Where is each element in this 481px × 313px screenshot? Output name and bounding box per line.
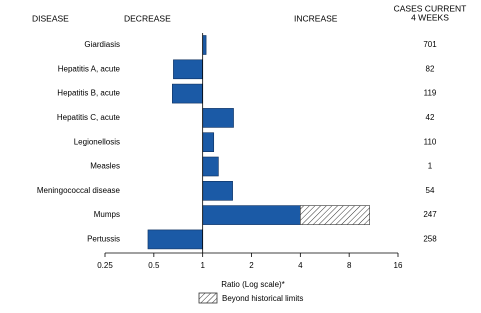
header-cases: 4 WEEKS — [411, 12, 449, 22]
bar — [173, 59, 203, 80]
category-label: Measles — [90, 162, 120, 171]
cases-value: 54 — [426, 186, 435, 195]
x-tick-label: 0.25 — [97, 261, 113, 270]
cases-value: 119 — [424, 89, 437, 98]
bar — [202, 156, 219, 177]
category-label: Pertussis — [87, 235, 120, 244]
cases-value: 82 — [426, 64, 435, 73]
x-tick-label: 0.5 — [148, 261, 160, 270]
legend-label: Beyond historical limits — [222, 294, 303, 303]
bar — [202, 132, 215, 152]
header-decrease: DECREASE — [124, 13, 171, 23]
bar — [202, 181, 233, 201]
cases-value: 42 — [426, 113, 435, 122]
bar — [147, 229, 203, 250]
cases-value: 247 — [423, 210, 437, 219]
header-cases: CASES CURRENT — [394, 3, 467, 13]
x-tick-label: 16 — [394, 261, 403, 270]
x-axis-label: Ratio (Log scale)* — [221, 280, 285, 289]
header-disease: DISEASE — [32, 13, 69, 23]
category-label: Mumps — [94, 210, 120, 219]
category-label: Meningococcal disease — [37, 186, 121, 195]
category-label: Legionellosis — [74, 137, 120, 146]
category-label: Hepatitis A, acute — [58, 64, 121, 73]
bar-beyond-limits — [300, 205, 370, 225]
cases-value: 258 — [423, 235, 437, 244]
bar — [172, 83, 203, 104]
x-tick-label: 4 — [298, 261, 303, 270]
cases-value: 110 — [424, 137, 437, 146]
cases-value: 701 — [423, 40, 437, 49]
x-tick-label: 8 — [347, 261, 352, 270]
bar — [202, 35, 207, 55]
header-increase: INCREASE — [294, 13, 338, 23]
bar — [202, 205, 301, 225]
x-tick-label: 2 — [249, 261, 254, 270]
x-tick-label: 1 — [200, 261, 205, 270]
category-label: Hepatitis C, acute — [57, 113, 121, 122]
bar — [202, 108, 234, 128]
legend-swatch — [198, 292, 218, 304]
category-label: Hepatitis B, acute — [57, 89, 120, 98]
category-label: Giardiasis — [84, 40, 120, 49]
cases-value: 1 — [428, 162, 433, 171]
